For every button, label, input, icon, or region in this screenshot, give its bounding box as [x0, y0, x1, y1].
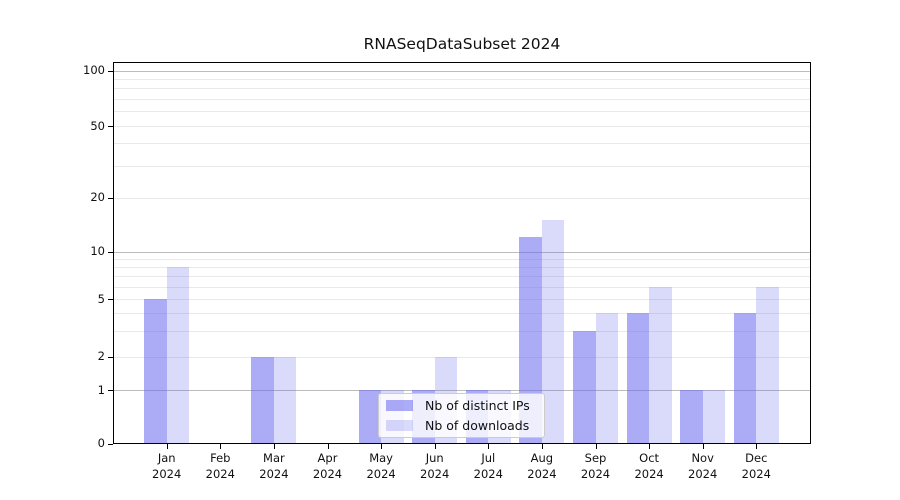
bar-may-distinct-ips [358, 390, 382, 444]
bar-dec-distinct-ips [733, 313, 757, 444]
y-tick-label-10: 10 [90, 244, 105, 258]
legend-swatch-distinct-ips [386, 400, 413, 412]
y-gridline-minor-80 [113, 88, 811, 90]
y-tick-100 [108, 70, 113, 72]
x-tick-label-may: May 2024 [366, 451, 396, 481]
x-tick-sep [595, 444, 597, 449]
bar-aug-downloads [541, 219, 565, 444]
x-tick-jun [434, 444, 436, 449]
y-gridline-minor-90 [113, 78, 811, 80]
x-tick-label-sep: Sep 2024 [580, 451, 611, 481]
x-tick-label-aug: Aug 2024 [527, 451, 557, 481]
x-tick-label-mar: Mar 2024 [259, 451, 289, 481]
bar-jan-distinct-ips [144, 299, 167, 444]
spine-top [113, 62, 811, 63]
bar-nov-downloads [702, 390, 726, 444]
y-gridline-minor-20 [113, 197, 811, 199]
y-gridline-minor-30 [113, 165, 811, 167]
bar-sep-downloads [595, 313, 618, 444]
y-tick-2 [108, 356, 113, 358]
y-gridline-minor-50 [113, 126, 811, 127]
y-gridline-minor-4 [113, 313, 811, 315]
y-gridline-minor-70 [113, 99, 811, 101]
y-gridline-major-100 [113, 70, 811, 72]
bar-mar-downloads [273, 356, 297, 444]
bar-mar-distinct-ips [251, 356, 274, 444]
legend-swatch-downloads [386, 419, 413, 431]
legend: Nb of distinct IPs Nb of downloads [378, 393, 545, 438]
y-gridline-minor-8 [113, 266, 811, 268]
x-tick-mar [273, 444, 275, 449]
y-gridline-major-1 [113, 390, 811, 391]
x-tick-jan [166, 444, 168, 449]
x-tick-label-apr: Apr 2024 [312, 451, 343, 481]
spine-left [113, 62, 114, 444]
y-tick-5 [108, 299, 113, 301]
y-tick-label-50: 50 [90, 118, 105, 133]
y-gridline-minor-5 [113, 299, 811, 301]
y-tick-1 [108, 390, 113, 391]
spine-bottom [113, 443, 811, 445]
x-tick-nov [702, 444, 704, 449]
x-tick-label-dec: Dec 2024 [741, 451, 771, 481]
legend-label-distinct-ips: Nb of distinct IPs [425, 398, 530, 414]
y-tick-label-5: 5 [97, 291, 105, 306]
legend-item-downloads: Nb of downloads [386, 418, 544, 433]
x-tick-jul [488, 444, 490, 449]
y-tick-label-20: 20 [90, 190, 105, 204]
legend-item-distinct-ips: Nb of distinct IPs [386, 398, 544, 413]
x-tick-label-oct: Oct 2024 [634, 451, 664, 481]
y-gridline-minor-7 [113, 276, 811, 278]
y-gridline-minor-60 [113, 111, 811, 113]
y-tick-20 [108, 197, 113, 199]
x-tick-label-jan: Jan 2024 [152, 451, 182, 481]
y-gridline-minor-40 [113, 143, 811, 145]
x-tick-label-feb: Feb 2024 [205, 451, 235, 481]
bar-jan-downloads [166, 266, 190, 444]
bar-dec-downloads [756, 286, 779, 444]
x-tick-oct [649, 444, 651, 449]
bar-sep-distinct-ips [573, 331, 596, 444]
y-gridline-major-10 [113, 251, 811, 253]
x-tick-feb [220, 444, 222, 449]
y-gridline-minor-6 [113, 286, 811, 288]
plot-area: 0 1 2 5 10 20 50 100 Jan 2024 Feb 2024 Mar 2024 Apr 202… [83, 62, 811, 481]
y-tick-label-1: 1 [97, 382, 105, 397]
y-tick-10 [108, 251, 113, 253]
y-tick-50 [108, 126, 113, 127]
y-tick-label-100: 100 [83, 63, 105, 77]
bar-nov-distinct-ips [680, 390, 703, 444]
spine-right [810, 62, 811, 444]
y-gridline-minor-2 [113, 356, 811, 358]
x-tick-label-nov: Nov 2024 [688, 451, 718, 481]
x-tick-may [381, 444, 383, 449]
y-tick-0 [108, 443, 113, 445]
y-tick-label-2: 2 [97, 349, 105, 363]
y-gridline-minor-9 [113, 258, 811, 260]
x-tick-label-jun: Jun 2024 [420, 451, 450, 481]
x-tick-apr [327, 444, 329, 449]
x-tick-aug [541, 444, 543, 449]
x-tick-label-jul: Jul 2024 [473, 451, 503, 481]
x-tick-dec [756, 444, 758, 449]
bar-aug-distinct-ips [519, 237, 542, 444]
legend-label-downloads: Nb of downloads [425, 417, 530, 433]
y-gridline-minor-3 [113, 331, 811, 333]
bar-oct-downloads [649, 286, 672, 444]
chart-title: RNASeqDataSubset 2024 [363, 35, 561, 53]
y-tick-label-0: 0 [97, 436, 105, 450]
bar-oct-distinct-ips [626, 313, 650, 444]
